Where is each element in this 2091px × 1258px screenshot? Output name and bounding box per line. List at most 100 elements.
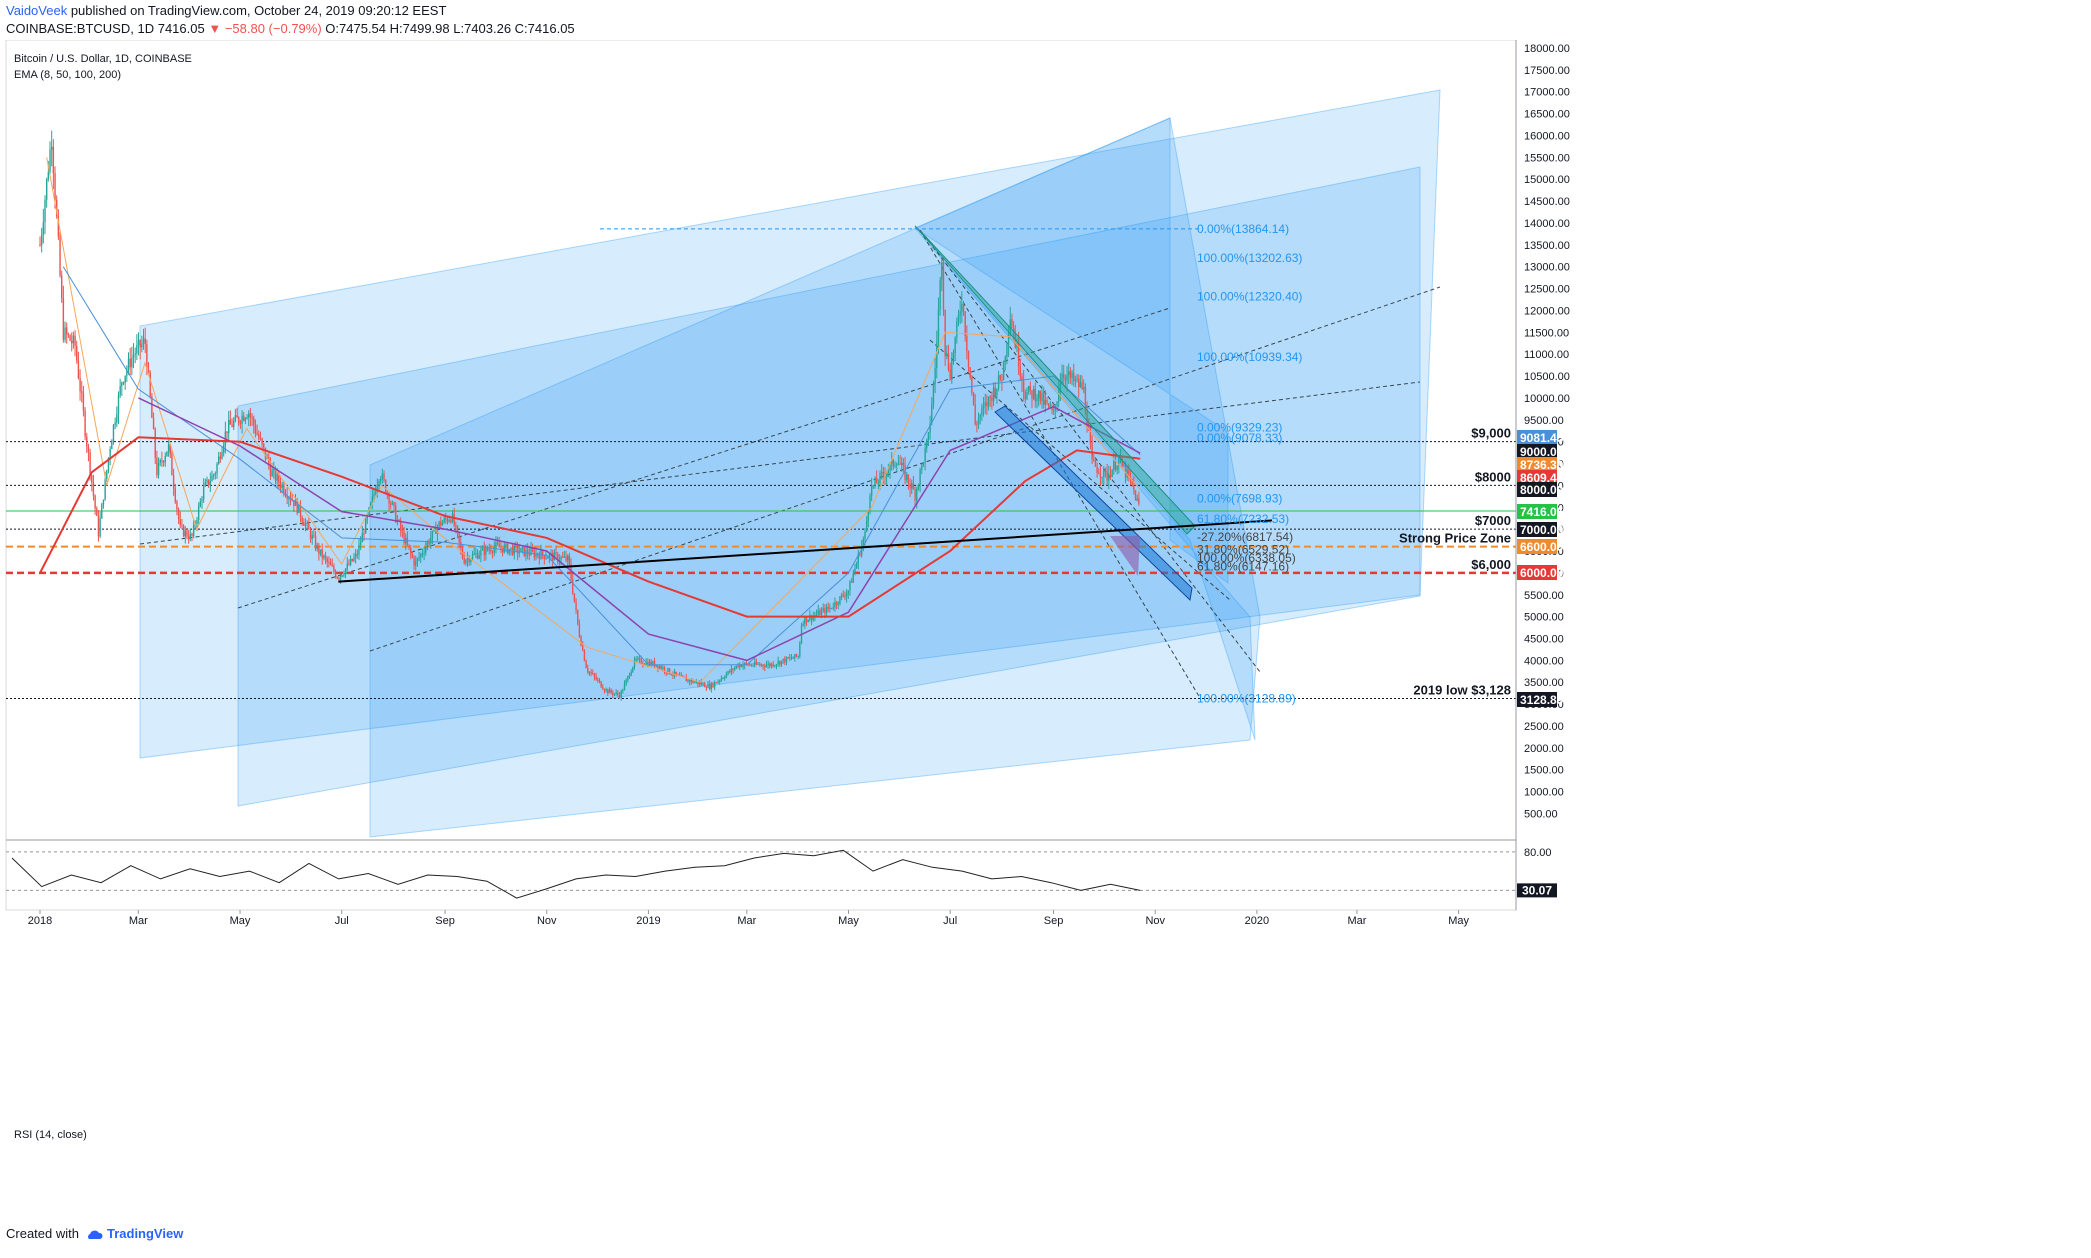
candle-body: [613, 693, 616, 695]
candle-body: [725, 674, 728, 678]
price-tag-text: 8609.45: [1520, 471, 1564, 485]
fib-labels: 0.00%(13864.14) 100.00%(13202.63) 100.00%(…: [1197, 222, 1302, 706]
candle-body: [657, 665, 659, 669]
price-tick: 10000.00: [1524, 393, 1570, 405]
candle-body: [974, 404, 976, 425]
candle-body: [254, 425, 257, 434]
candle-body: [116, 414, 118, 423]
candle-body: [147, 369, 150, 373]
ema8-line: [46, 157, 1141, 683]
candle-body: [391, 502, 394, 505]
candle-body: [718, 680, 721, 682]
candle-body: [206, 479, 208, 483]
candle-body: [956, 321, 958, 338]
price-tag-text: 9081.45: [1520, 431, 1564, 445]
candle-body: [645, 661, 647, 665]
price-tick: 3500.00: [1524, 677, 1564, 689]
candle-body: [901, 462, 903, 465]
price-tag-text: 8736.30: [1520, 458, 1564, 472]
candle-body: [1004, 357, 1006, 362]
candle-body: [276, 474, 278, 481]
candle-body: [353, 557, 355, 561]
candle-body: [752, 665, 754, 667]
candle-body: [146, 344, 148, 370]
candle-body: [575, 601, 577, 610]
candle-body: [749, 664, 751, 666]
candle-body: [962, 303, 965, 312]
candle-body: [1001, 379, 1003, 381]
candle-body: [466, 557, 469, 561]
candle-body: [154, 429, 156, 458]
tradingview-logo[interactable]: TradingView: [85, 1226, 183, 1241]
candle-body: [84, 410, 86, 437]
candle-body: [92, 482, 95, 496]
candle-body: [551, 553, 554, 561]
candle-body: [426, 542, 429, 548]
candle-body: [909, 483, 911, 489]
candle-body: [523, 547, 525, 556]
candle-body: [56, 199, 58, 217]
candle-body: [291, 500, 293, 502]
candle-body: [1042, 392, 1045, 405]
fan-ray: [237, 307, 1171, 609]
candle-body: [650, 661, 652, 666]
candle-body: [870, 485, 873, 497]
candle-body: [1089, 430, 1092, 444]
time-tick: 2018: [28, 915, 52, 927]
price-tag-bg: [1517, 482, 1557, 497]
candle-body: [42, 222, 45, 235]
candle-body: [862, 539, 865, 546]
candle-body: [612, 692, 614, 695]
candle-body: [89, 452, 91, 476]
candle-body: [1113, 461, 1115, 471]
chart-canvas[interactable]: $9,000 $8000 $7000 Strong Price Zone $6,000 2…: [0, 40, 2091, 1220]
candle-body: [1079, 381, 1082, 388]
time-axis[interactable]: 2018 Mar May Jul Sep Nov 2019 Mar May Jul Sep Nov 20…: [28, 910, 1470, 927]
candle-body: [695, 681, 698, 683]
candle-body: [234, 415, 237, 422]
candle-body: [757, 664, 759, 666]
candle-body: [395, 505, 397, 522]
candle-body: [521, 547, 524, 549]
candle-body: [874, 478, 876, 486]
time-tick: 2020: [1245, 915, 1269, 927]
candle-body: [258, 434, 260, 439]
candle-body: [458, 532, 460, 542]
candle-body: [937, 309, 940, 343]
candle-body: [602, 687, 604, 690]
candle-body: [627, 676, 629, 680]
candle-body: [334, 571, 337, 578]
candle-body: [588, 671, 591, 673]
candle-body: [824, 608, 826, 614]
candle-body: [618, 694, 621, 698]
candle-body: [759, 664, 761, 666]
candle-body: [164, 456, 166, 463]
author-link[interactable]: VaidoVeek: [6, 3, 68, 18]
candle-body: [603, 689, 606, 691]
candle-body: [713, 682, 716, 687]
candle-body: [111, 440, 113, 450]
candle-body: [358, 544, 360, 555]
candle-body: [219, 456, 222, 459]
candle-body: [1063, 373, 1065, 378]
candle-body: [159, 460, 161, 463]
candle-body: [774, 665, 776, 667]
candle-body: [977, 418, 980, 425]
candle-body: [1014, 333, 1016, 348]
candle-body: [81, 391, 83, 394]
price-tick: 1500.00: [1524, 765, 1564, 777]
candle-body: [966, 335, 968, 351]
candle-body: [144, 338, 146, 345]
candle-body: [739, 664, 741, 667]
candle-body: [802, 624, 804, 626]
candle-body: [216, 463, 218, 474]
candle-body: [755, 661, 758, 665]
candle-body: [889, 463, 891, 471]
candle-body: [780, 660, 783, 665]
candle-body: [875, 478, 878, 484]
candle-body: [932, 383, 935, 405]
fan-ray: [919, 229, 1261, 673]
candle-body: [660, 666, 662, 669]
candle-body: [1081, 381, 1083, 390]
candle-body: [772, 663, 774, 667]
